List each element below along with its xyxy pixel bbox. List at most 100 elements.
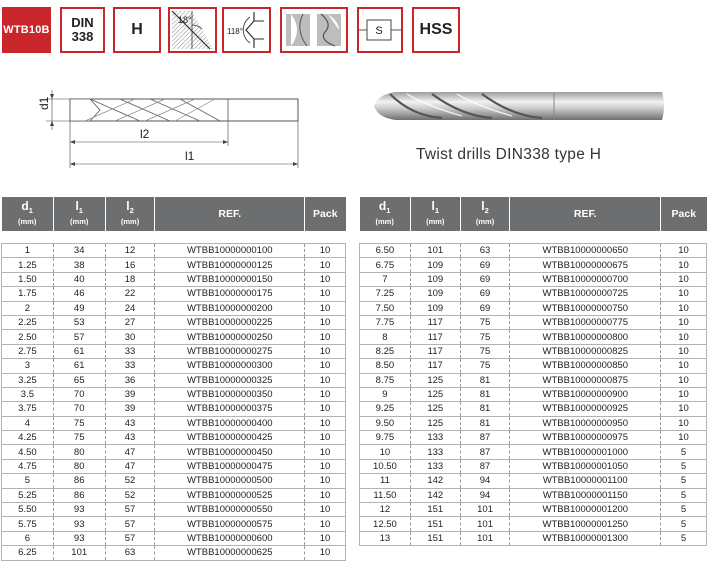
cell-l2: 81 [460, 401, 511, 417]
cell-l2: 75 [460, 329, 511, 345]
cell-pack: 10 [304, 502, 346, 518]
cell-pack: 10 [304, 344, 346, 360]
cell-l1: 61 [53, 358, 106, 374]
cell-pack: 10 [304, 430, 346, 446]
cell-ref: WTBB10000000700 [509, 272, 662, 288]
cell-ref: WTBB10000000500 [154, 473, 306, 489]
l1-unit: (mm) [426, 216, 445, 226]
cell-d1: 4.25 [1, 430, 54, 446]
cell-l2: 101 [460, 502, 511, 518]
spec-table-left: d1 (mm) l1 (mm) l2 (mm) REF. Pack 1 34 12 WTBB… [1, 197, 346, 561]
cell-pack: 10 [304, 387, 346, 403]
cell-l2: 27 [105, 315, 156, 331]
cell-ref: WTBB10000000900 [509, 387, 662, 403]
table-row: 1.25 38 16 WTBB10000000125 10 [1, 257, 346, 273]
table-row: 4.25 75 43 WTBB10000000425 10 [1, 430, 346, 446]
cell-d1: 6.50 [359, 242, 411, 259]
l1-symbol: l [431, 199, 435, 214]
cell-d1: 11 [359, 473, 411, 489]
cell-ref: WTBB10000000325 [154, 373, 306, 388]
d1-symbol: d [21, 199, 29, 214]
table-row: 12.50 151 101 WTBB10000001250 5 [359, 516, 707, 532]
cell-d1: 1.50 [1, 272, 54, 288]
cell-l1: 93 [53, 516, 106, 532]
table-row: 6.75 109 69 WTBB10000000675 10 [359, 257, 707, 273]
cell-pack: 5 [660, 502, 707, 518]
table-row: 6 93 57 WTBB10000000600 10 [1, 531, 346, 547]
cell-ref: WTBB10000000750 [509, 301, 662, 316]
cell-l1: 125 [410, 373, 461, 388]
table-row: 10.50 133 87 WTBB10000001050 5 [359, 459, 707, 475]
cell-pack: 10 [304, 257, 346, 273]
cell-pack: 5 [660, 531, 707, 547]
cell-ref: WTBB10000000150 [154, 272, 306, 288]
cell-pack: 10 [304, 416, 346, 432]
cell-ref: WTBB10000000400 [154, 416, 306, 432]
cell-pack: 10 [304, 531, 346, 547]
cell-l2: 87 [460, 430, 511, 446]
cell-d1: 5.25 [1, 488, 54, 504]
cell-l2: 36 [105, 373, 156, 388]
cell-d1: 4.75 [1, 459, 54, 475]
cell-l1: 80 [53, 459, 106, 475]
col-l1-header: l1 (mm) [53, 197, 106, 231]
table-row: 13 151 101 WTBB10000001300 5 [359, 531, 707, 547]
product-code: WTB10B [3, 24, 50, 36]
cell-l2: 12 [105, 242, 156, 259]
cell-d1: 3 [1, 358, 54, 374]
cell-ref: WTBB10000000950 [509, 416, 662, 432]
cell-d1: 13 [359, 531, 411, 547]
cell-pack: 10 [660, 301, 707, 316]
cell-pack: 10 [660, 272, 707, 288]
cell-d1: 4 [1, 416, 54, 432]
cell-l1: 117 [410, 329, 461, 345]
cell-l2: 57 [105, 516, 156, 532]
l2-subscript: 2 [129, 205, 134, 215]
cell-l1: 133 [410, 430, 461, 446]
cell-ref: WTBB10000001100 [509, 473, 662, 489]
l1-label: l1 [185, 149, 195, 163]
cell-l1: 57 [53, 329, 106, 345]
cell-l2: 22 [105, 286, 156, 302]
cell-d1: 10 [359, 444, 411, 460]
l2-subscript: 2 [484, 205, 489, 215]
cell-pack: 10 [304, 286, 346, 302]
cell-l1: 117 [410, 315, 461, 331]
material-badge: HSS [412, 7, 460, 53]
cell-l2: 75 [460, 344, 511, 360]
cell-l2: 43 [105, 430, 156, 446]
table-row: 3.25 65 36 WTBB10000000325 10 [1, 373, 346, 388]
cell-ref: WTBB10000000575 [154, 516, 306, 532]
cell-pack: 10 [304, 315, 346, 331]
cell-ref: WTBB10000000475 [154, 459, 306, 475]
point-angle-icon: 118° [227, 12, 264, 48]
cell-l2: 63 [460, 242, 511, 259]
cell-pack: 10 [660, 344, 707, 360]
cell-l1: 34 [53, 242, 106, 259]
l1-symbol: l [75, 199, 79, 214]
cell-ref: WTBB10000001200 [509, 502, 662, 518]
col-d1-header: d1 (mm) [359, 197, 411, 231]
cell-l1: 80 [53, 444, 106, 460]
d1-unit: (mm) [375, 216, 394, 226]
cell-pack: 5 [660, 473, 707, 489]
d1-subscript: 1 [386, 205, 391, 215]
spec-table-right: d1 (mm) l1 (mm) l2 (mm) REF. Pack 6.50 101 63… [359, 197, 707, 547]
type-badge: H [113, 7, 161, 53]
cell-ref: WTBB10000000250 [154, 329, 306, 345]
cell-l1: 86 [53, 488, 106, 504]
standard-line2: 338 [71, 29, 94, 44]
table-row: 5 86 52 WTBB10000000500 10 [1, 473, 346, 489]
table-row: 1.75 46 22 WTBB10000000175 10 [1, 286, 346, 302]
cell-ref: WTBB10000000450 [154, 444, 306, 460]
cell-ref: WTBB10000000650 [509, 242, 662, 259]
table-row: 4.50 80 47 WTBB10000000450 10 [1, 444, 346, 460]
cell-ref: WTBB10000000175 [154, 286, 306, 302]
cell-l2: 16 [105, 257, 156, 273]
cell-ref: WTBB10000001050 [509, 459, 662, 475]
l2-symbol: l [481, 199, 485, 214]
cell-d1: 5 [1, 473, 54, 489]
table-row: 4 75 43 WTBB10000000400 10 [1, 416, 346, 432]
cell-d1: 9 [359, 387, 411, 403]
cell-ref: WTBB10000000525 [154, 488, 306, 504]
